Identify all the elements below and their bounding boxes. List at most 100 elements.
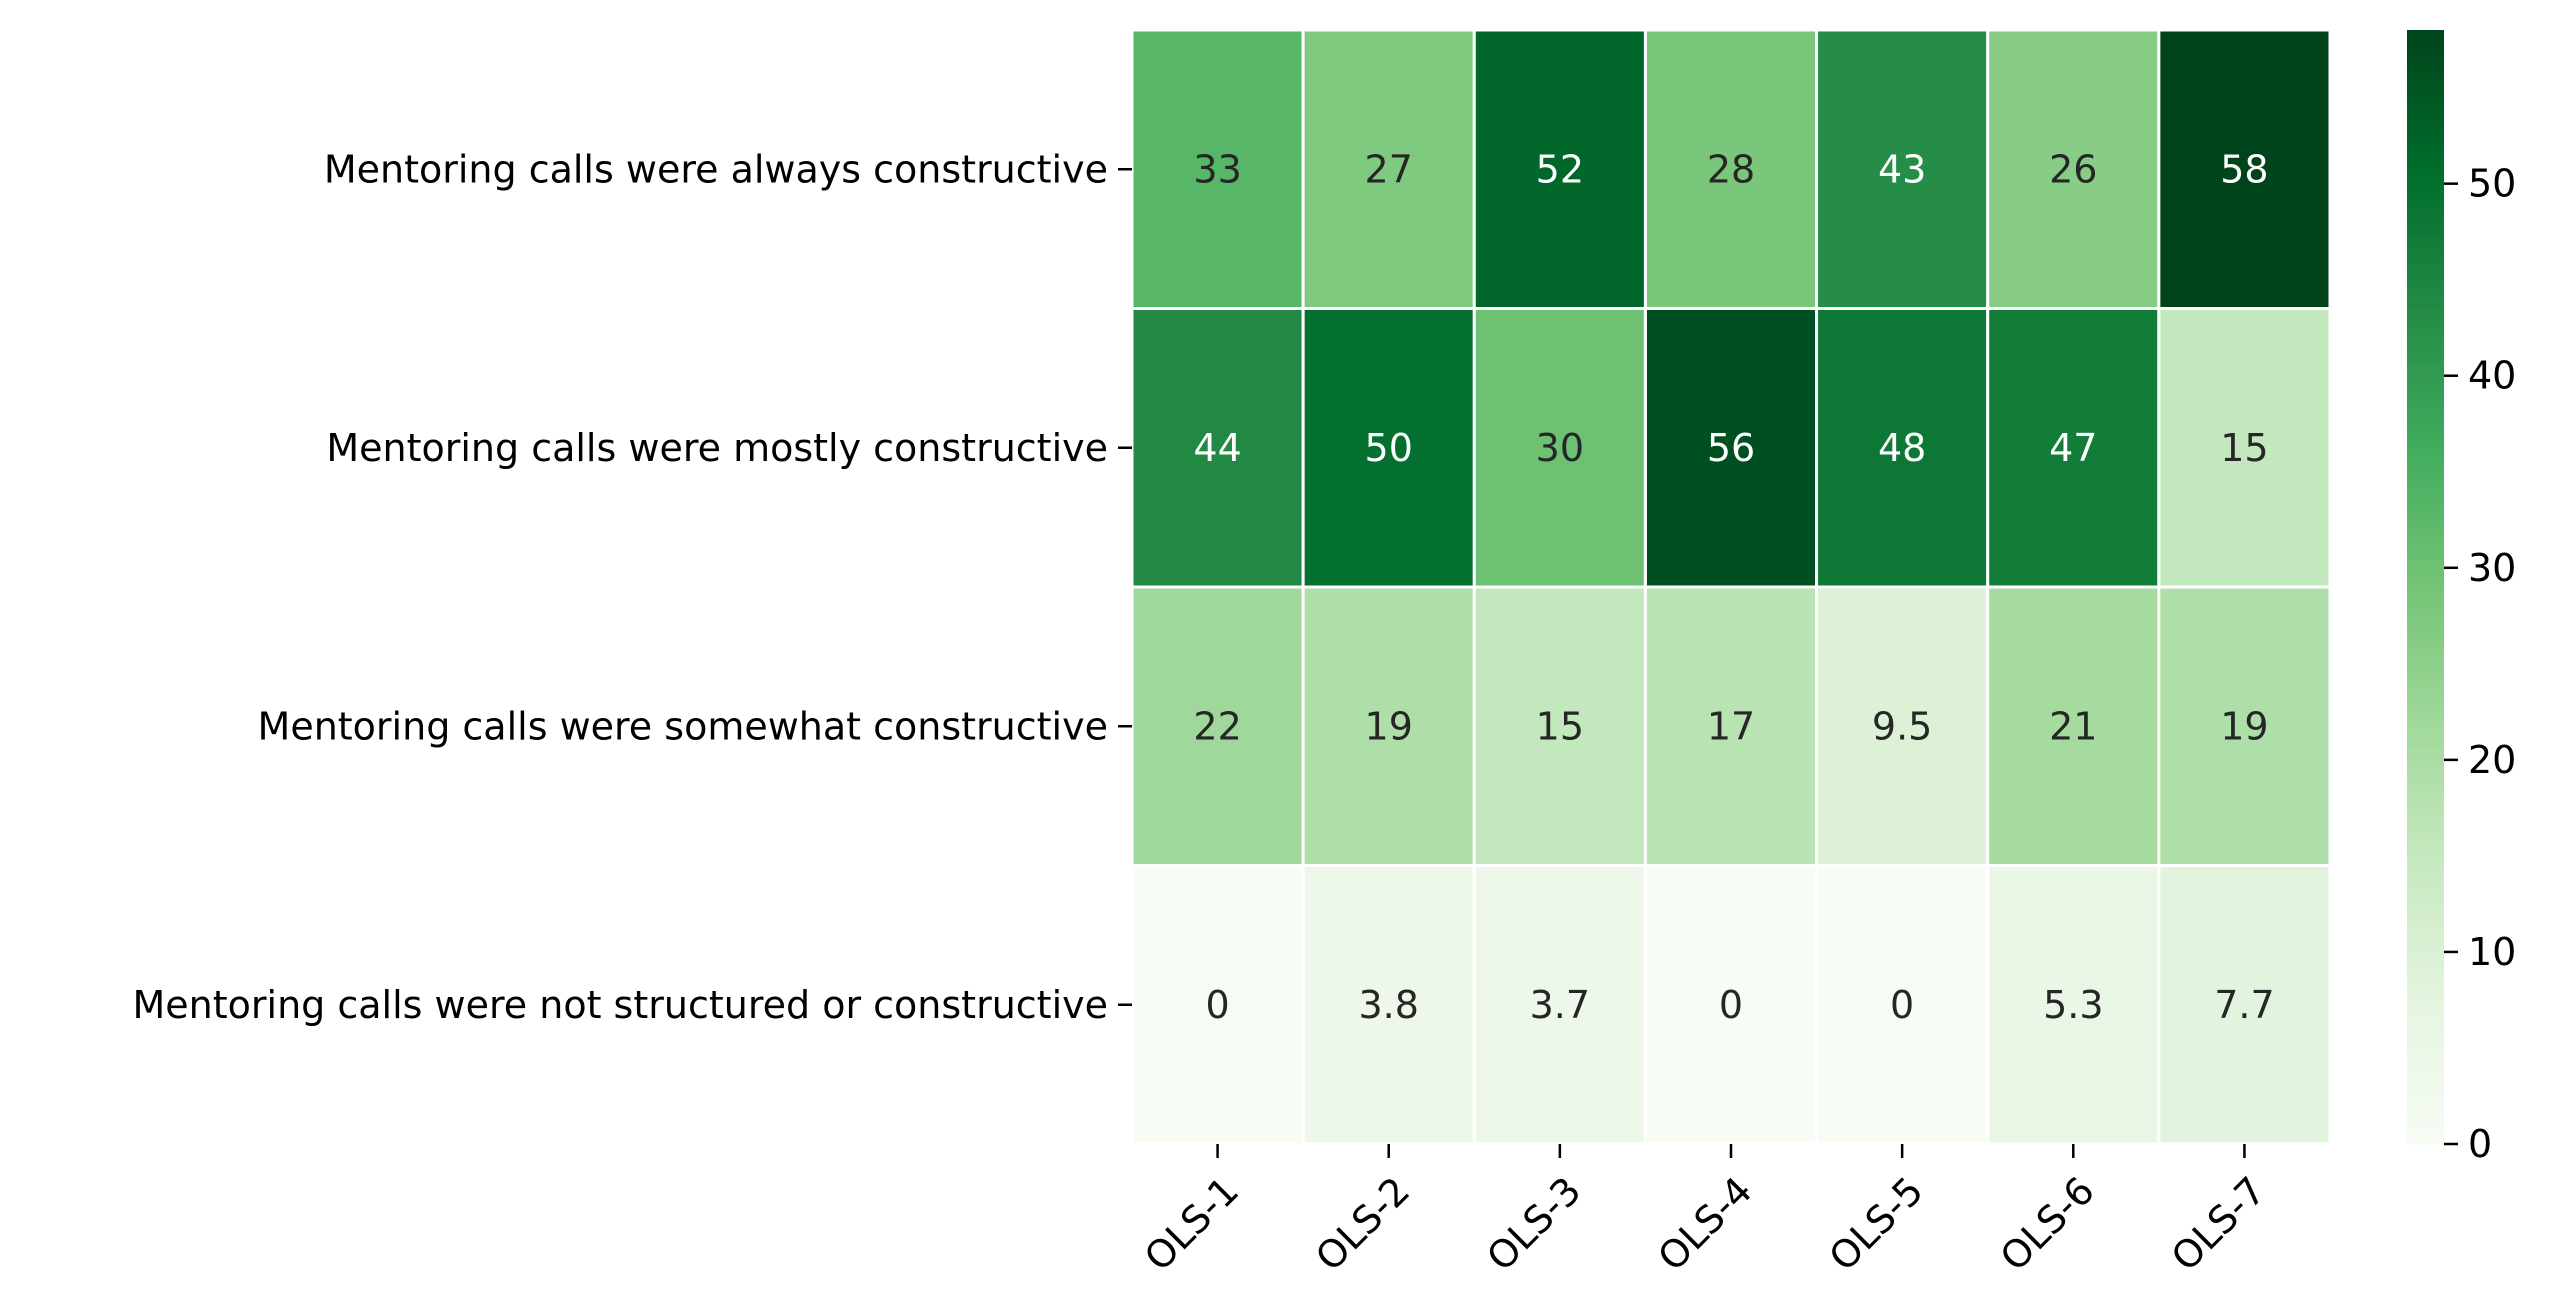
colorbar-segment <box>2407 1093 2444 1101</box>
heatmap-cell-label: 27 <box>1365 147 1413 191</box>
x-tick-label: OLS-7 <box>2163 1168 2274 1279</box>
colorbar-segment <box>2407 91 2444 98</box>
heatmap-cell <box>1643 28 1819 310</box>
colorbar-segment <box>2407 982 2444 989</box>
colorbar-segment <box>2407 386 2444 393</box>
colorbar-segment <box>2407 364 2444 371</box>
colorbar-segment <box>2407 1010 2444 1017</box>
colorbar-segment <box>2407 380 2444 388</box>
colorbar-segment <box>2407 876 2444 883</box>
colorbar-segment <box>2407 793 2444 800</box>
colorbar-segment <box>2407 158 2444 165</box>
x-tick-label: OLS-3 <box>1478 1168 1589 1279</box>
heatmap-cell-label: 0 <box>1719 983 1743 1027</box>
heatmap-cell-label: 30 <box>1536 426 1584 470</box>
x-tick-label: OLS-5 <box>1821 1168 1932 1279</box>
colorbar-segment <box>2407 68 2444 76</box>
colorbar-segment <box>2407 330 2444 337</box>
colorbar-segment <box>2407 754 2444 761</box>
colorbar-segment <box>2407 41 2444 48</box>
colorbar-segment <box>2407 297 2444 304</box>
colorbar-segment <box>2407 35 2444 42</box>
colorbar-segment <box>2407 1043 2444 1050</box>
colorbar-segment <box>2407 30 2444 37</box>
x-axis: OLS-1 OLS-2 OLS-3 OLS-4 OLS-5 OLS-6 OLS-7 <box>1136 1144 2274 1280</box>
colorbar-segment <box>2407 107 2444 115</box>
colorbar-segment <box>2407 988 2444 995</box>
colorbar-segment <box>2407 564 2444 571</box>
colorbar-segment <box>2407 325 2444 332</box>
colorbar-segment <box>2407 113 2444 120</box>
colorbar-segment <box>2407 960 2444 967</box>
colorbar-segment <box>2407 648 2444 655</box>
heatmap-cell-label: 17 <box>1707 704 1755 748</box>
colorbar-segment <box>2407 737 2444 744</box>
colorbar-segment <box>2407 442 2444 449</box>
heatmap-cell-label: 47 <box>2049 426 2097 470</box>
colorbar-segment <box>2407 230 2444 237</box>
colorbar-segment <box>2407 843 2444 850</box>
colorbar-segment <box>2407 871 2444 878</box>
colorbar-segment <box>2407 464 2444 471</box>
colorbar-segment <box>2407 224 2444 232</box>
colorbar-segment <box>2407 1082 2444 1089</box>
colorbar-segment <box>2407 765 2444 772</box>
colorbar-segment <box>2407 191 2444 198</box>
colorbar-segment <box>2407 525 2444 532</box>
colorbar-segment <box>2407 598 2444 605</box>
colorbar-segment <box>2407 80 2444 87</box>
colorbar-segment <box>2407 241 2444 248</box>
colorbar-segment <box>2407 587 2444 594</box>
colorbar-segment <box>2407 453 2444 460</box>
colorbar-segment <box>2407 698 2444 705</box>
colorbar-segment <box>2407 949 2444 956</box>
colorbar-segment <box>2407 1105 2444 1112</box>
heatmap-cell-label: 0 <box>1205 983 1229 1027</box>
colorbar-segment <box>2407 625 2444 633</box>
heatmap-cell-label: 3.7 <box>1530 983 1590 1027</box>
heatmap-cell <box>1301 864 1476 1146</box>
colorbar-segment <box>2407 932 2444 939</box>
colorbar-segment <box>2407 748 2444 755</box>
heatmap-cell <box>2157 307 2332 589</box>
colorbar-segment <box>2407 408 2444 415</box>
heatmap-cell-label: 44 <box>1193 426 1241 470</box>
heatmap-cell-label: 21 <box>2049 704 2097 748</box>
x-tick-label: OLS-6 <box>1992 1168 2103 1279</box>
colorbar-segment <box>2407 358 2444 365</box>
colorbar-segment <box>2407 436 2444 443</box>
colorbar-segment <box>2407 85 2444 92</box>
colorbar-segment <box>2407 1032 2444 1039</box>
y-tick-label: Mentoring calls were always constructive <box>324 147 1108 191</box>
colorbar-segment <box>2407 687 2444 694</box>
colorbar-segment <box>2407 197 2444 204</box>
colorbar-segment <box>2407 798 2444 805</box>
colorbar-segment <box>2407 915 2444 922</box>
colorbar-segment <box>2407 492 2444 499</box>
colorbar-segment <box>2407 208 2444 215</box>
heatmap-cell <box>1472 28 1647 310</box>
colorbar-segment <box>2407 1099 2444 1106</box>
colorbar-segment <box>2407 124 2444 131</box>
heatmap-cell-label: 48 <box>1878 426 1926 470</box>
colorbar-segment <box>2407 1021 2444 1028</box>
colorbar-segment <box>2407 653 2444 661</box>
colorbar-segment <box>2407 308 2444 315</box>
y-tick-label: Mentoring calls were not structured or c… <box>133 983 1109 1027</box>
heatmap-cell-label: 19 <box>2220 704 2268 748</box>
colorbar-segment <box>2407 1071 2444 1078</box>
colorbar-segment <box>2407 419 2444 427</box>
colorbar-tick-label: 40 <box>2468 354 2516 398</box>
heatmap-cell-label: 0 <box>1890 983 1914 1027</box>
heatmap-cell-label: 19 <box>1365 704 1413 748</box>
colorbar-segment <box>2407 74 2444 81</box>
colorbar-segment <box>2407 865 2444 872</box>
y-tick-label: Mentoring calls were mostly constructive <box>326 426 1108 470</box>
colorbar-segment <box>2407 542 2444 549</box>
colorbar-segment <box>2407 837 2444 844</box>
colorbar-tick-label: 10 <box>2468 930 2516 974</box>
colorbar-segment <box>2407 347 2444 354</box>
colorbar-segment <box>2407 787 2444 794</box>
colorbar-segment <box>2407 575 2444 583</box>
